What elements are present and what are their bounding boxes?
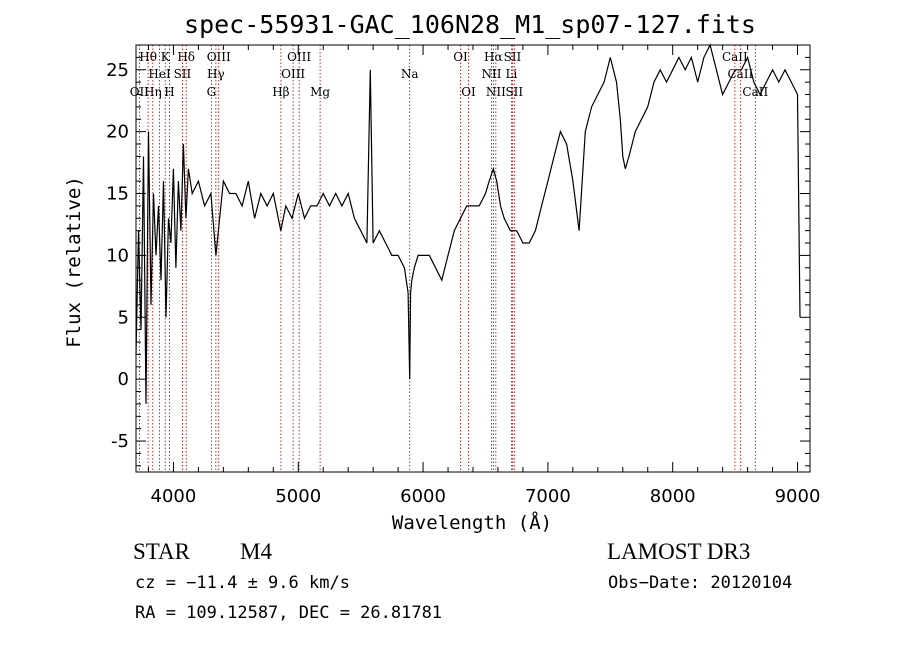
spectral-lines (138, 45, 756, 472)
spectral-line-label: Hβ (272, 85, 289, 99)
spectrum-line (135, 43, 801, 404)
spectral-line-label: OIII (207, 50, 231, 64)
spectral-line-label: HeI (148, 67, 171, 81)
spectral-line-label: Hδ (177, 50, 195, 64)
y-tick-label: 25 (106, 60, 129, 81)
spectral-line-label: Na (401, 67, 419, 81)
chart-title: spec-55931-GAC_106N28_M1_sp07-127.fits (184, 10, 756, 39)
spectral-line-label: Hγ (207, 67, 225, 81)
spectral-line-label: NII (486, 85, 506, 99)
spectral-line-label: SII (505, 85, 523, 99)
spectral-line-label: G (207, 85, 217, 99)
x-tick-label: 4000 (151, 486, 197, 507)
x-axis-ticks: 4000 5000 6000 7000 8000 9000 (147, 45, 821, 507)
object-subclass: M4 (240, 539, 272, 564)
x-tick-label: 7000 (525, 486, 571, 507)
spectral-line-label: CaII (722, 50, 748, 64)
spectral-line-label: OII (130, 85, 150, 99)
spectral-line-label: CaII (727, 67, 753, 81)
spectral-line-label: K (161, 50, 171, 64)
y-tick-label: -5 (111, 431, 129, 452)
spectral-line-label: H (164, 85, 174, 99)
x-tick-label: 5000 (275, 486, 321, 507)
x-tick-label: 6000 (400, 486, 446, 507)
spectral-line-label: SII (504, 50, 522, 64)
y-axis-label: Flux (relative) (63, 176, 85, 348)
spectral-line-label: Hη (144, 85, 162, 99)
y-tick-label: 10 (106, 245, 129, 266)
coordinates: RA = 109.12587, DEC = 26.81781 (135, 603, 443, 623)
y-tick-label: 15 (106, 184, 129, 205)
spectral-line-label: SII (174, 67, 192, 81)
survey-name: LAMOST DR3 (607, 539, 751, 564)
spectral-line-label: OIII (287, 50, 311, 64)
spectral-line-label: OI (461, 85, 476, 99)
x-tick-label: 9000 (775, 486, 821, 507)
spectral-line-label: NII (481, 67, 501, 81)
spectral-line-label: OIII (281, 67, 305, 81)
spectral-line-label: Hα (484, 50, 503, 64)
spectral-line-label: Hθ (139, 50, 157, 64)
spectral-line-label: Li (506, 67, 518, 81)
x-axis-label: Wavelength (Å) (392, 511, 552, 534)
y-tick-label: 5 (118, 307, 129, 328)
observation-date: Obs−Date: 20120104 (608, 573, 793, 593)
spectral-line-label: CaII (742, 85, 768, 99)
x-tick-label: 8000 (650, 486, 696, 507)
plot-frame (135, 44, 811, 473)
y-axis-ticks: -5 0 5 10 15 20 25 (106, 44, 810, 467)
object-class: STAR (133, 539, 190, 564)
y-tick-label: 0 (118, 369, 129, 390)
y-tick-label: 20 (106, 122, 129, 143)
redshift-velocity: cz = −11.4 ± 9.6 km/s (135, 573, 350, 593)
spectral-line-label: OI (453, 50, 468, 64)
spectral-line-label: Mg (310, 85, 330, 99)
